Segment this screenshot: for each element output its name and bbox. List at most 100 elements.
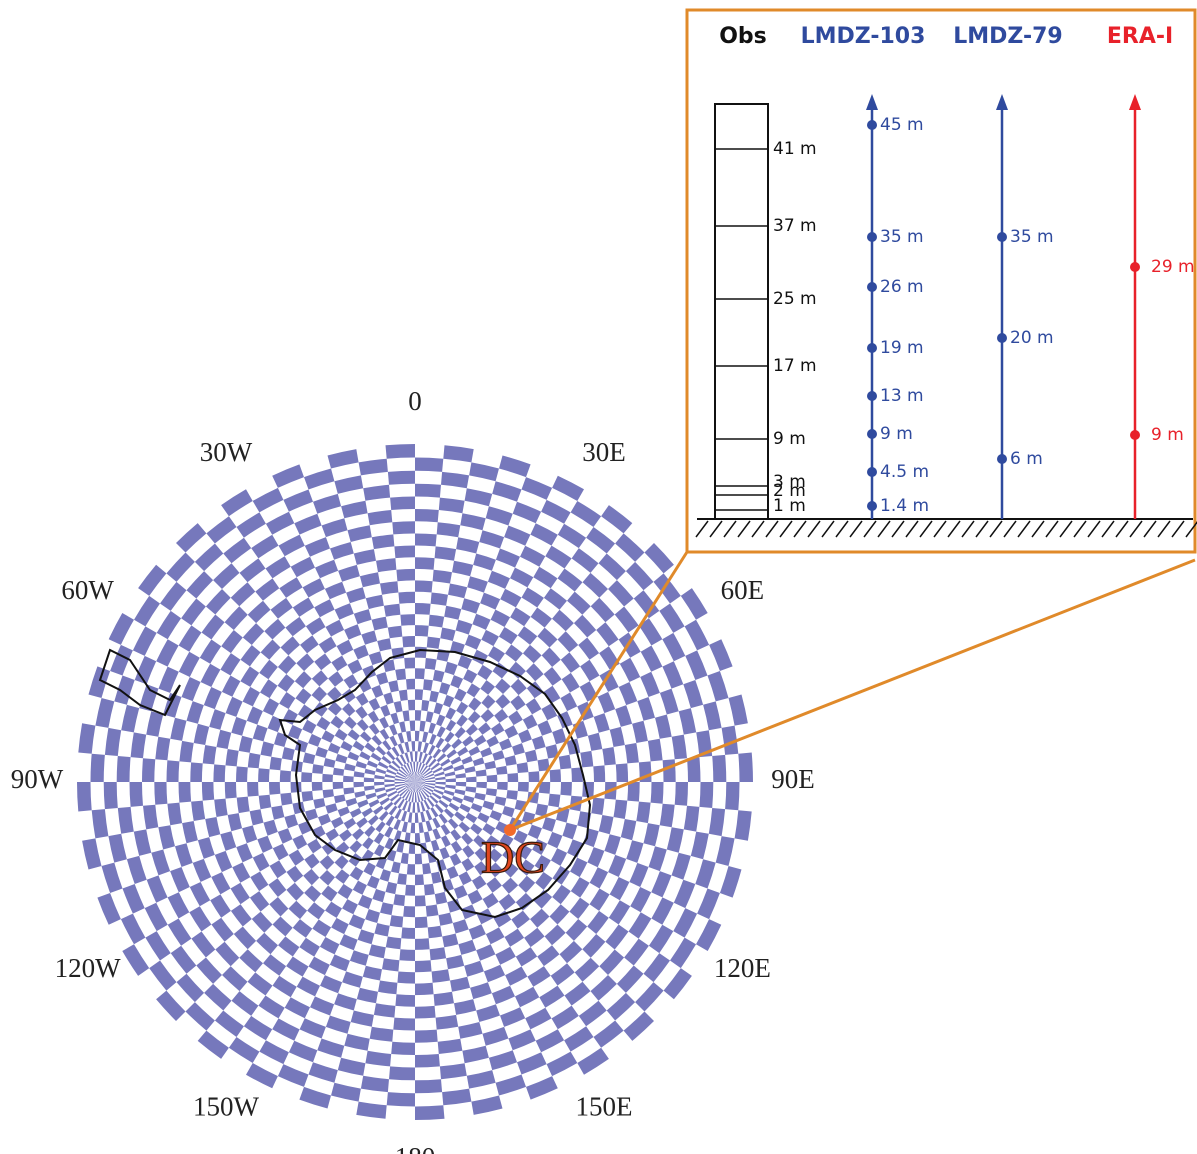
level-dot <box>1130 430 1140 440</box>
level-label: 41 m <box>773 139 817 159</box>
level-label: 26 m <box>880 277 924 297</box>
ground-hatch <box>1115 520 1129 538</box>
level-label: 1.4 m <box>880 496 929 516</box>
level-label: 3 m <box>773 472 806 492</box>
column-header: LMDZ-103 <box>801 24 926 49</box>
ground-hatch <box>1101 520 1115 538</box>
level-label: 25 m <box>773 289 817 309</box>
level-label: 6 m <box>1010 449 1043 469</box>
ground-hatch <box>1003 520 1017 538</box>
ground-hatch <box>1045 520 1059 538</box>
ground-hatch <box>877 520 891 538</box>
longitude-label: 150W <box>193 1092 260 1122</box>
longitude-label: 90E <box>771 764 815 794</box>
ground-hatch <box>1171 520 1185 538</box>
level-dot <box>867 343 877 353</box>
ground-hatch <box>989 520 1003 538</box>
ground-hatch <box>919 520 933 538</box>
level-label: 19 m <box>880 338 924 358</box>
level-dot <box>997 333 1007 343</box>
level-label: 35 m <box>880 227 924 247</box>
level-dot <box>867 429 877 439</box>
longitude-label: 120W <box>55 953 122 983</box>
ground-hatch <box>709 520 723 538</box>
longitude-label: 120E <box>714 953 771 983</box>
level-label: 35 m <box>1010 227 1054 247</box>
column-header: Obs <box>719 24 767 49</box>
ground-hatch <box>1031 520 1045 538</box>
level-label: 9 m <box>880 424 913 444</box>
ground-hatch <box>1059 520 1073 538</box>
ground-hatch <box>695 520 709 538</box>
level-dot <box>867 282 877 292</box>
longitude-label: 30W <box>200 437 253 467</box>
level-label: 4.5 m <box>880 462 929 482</box>
checkerboard-grid <box>77 444 753 1120</box>
level-dot <box>867 501 877 511</box>
ground-hatch <box>933 520 947 538</box>
ground-hatch <box>947 520 961 538</box>
ground-hatch <box>863 520 877 538</box>
ground-hatch <box>975 520 989 538</box>
longitude-label: 90W <box>11 764 64 794</box>
site-marker <box>504 824 516 836</box>
ground-hatch <box>835 520 849 538</box>
longitude-label: 180 <box>395 1142 436 1154</box>
ground-hatch <box>807 520 821 538</box>
south-america-outline <box>98 648 181 717</box>
antarctica-outline <box>278 648 592 919</box>
ground-hatch <box>1185 521 1197 538</box>
level-label: 17 m <box>773 356 817 376</box>
level-label: 29 m <box>1151 257 1195 277</box>
ground-hatch <box>779 520 793 538</box>
ground-hatch <box>751 520 765 538</box>
ground-hatch <box>961 520 975 538</box>
ground-hatch <box>1073 520 1087 538</box>
level-label: 13 m <box>880 386 924 406</box>
ground-hatch <box>1157 520 1171 538</box>
ground-hatch <box>905 520 919 538</box>
obs-tower <box>714 103 769 520</box>
axis-arrow <box>1129 94 1141 110</box>
ground-hatch <box>1017 520 1031 538</box>
level-dot <box>867 232 877 242</box>
longitude-label: 150E <box>576 1092 633 1122</box>
level-label: 37 m <box>773 216 817 236</box>
level-label: 45 m <box>880 115 924 135</box>
ground-hatch <box>765 520 779 538</box>
ground-hatch <box>849 520 863 538</box>
inset: Obs 41 m 37 m 25 m 17 m 9 m 3 m2 m1 m LMDZ-103 4… <box>695 24 1197 538</box>
column-header: LMDZ-79 <box>953 24 1062 49</box>
connector-line <box>509 558 1196 832</box>
level-dot <box>997 454 1007 464</box>
level-dot <box>997 232 1007 242</box>
axis-arrow <box>996 94 1008 110</box>
level-label: 9 m <box>773 429 806 449</box>
column-header: ERA-I <box>1107 24 1173 49</box>
ground-hatch <box>891 520 905 538</box>
site-label: DC <box>481 832 545 883</box>
ground-hatch <box>793 520 807 538</box>
ground-hatch <box>821 520 835 538</box>
longitude-label: 60E <box>721 575 765 605</box>
level-dot <box>867 391 877 401</box>
longitude-label: 0 <box>408 386 422 416</box>
connector-line <box>508 551 689 831</box>
level-label: 1 m <box>773 496 806 516</box>
ground-hatch <box>1129 520 1143 538</box>
level-dot <box>867 120 877 130</box>
polar-map <box>77 444 753 1120</box>
ground-hatch <box>723 520 737 538</box>
longitude-label: 30E <box>582 437 626 467</box>
ground-hatch <box>1143 520 1157 538</box>
level-label: 2 m <box>773 481 806 501</box>
ground-hatch <box>737 520 751 538</box>
level-label: 20 m <box>1010 328 1054 348</box>
ground-hatch <box>1087 520 1101 538</box>
longitude-label: 60W <box>61 575 114 605</box>
level-dot <box>1130 262 1140 272</box>
level-label: 9 m <box>1151 425 1184 445</box>
axis-arrow <box>866 94 878 110</box>
inset-frame <box>685 8 1197 554</box>
